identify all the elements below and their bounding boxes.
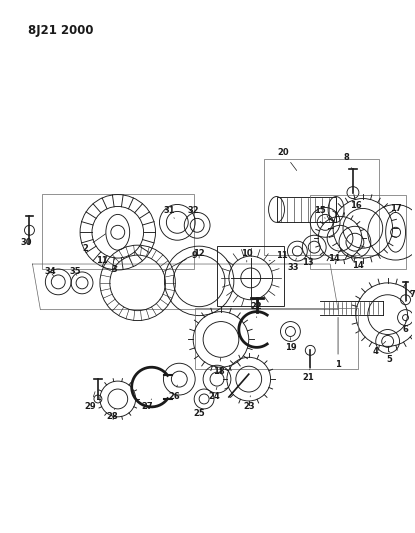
Text: 31: 31 [164,206,175,219]
Text: 35: 35 [69,268,81,277]
Text: 23: 23 [243,396,254,411]
Text: 20: 20 [278,148,297,171]
Text: 4: 4 [373,342,386,356]
Text: 27: 27 [142,399,154,411]
Text: 7: 7 [405,290,415,302]
Text: 24: 24 [208,387,220,401]
Text: 10: 10 [241,248,253,262]
Text: 8: 8 [343,154,352,168]
Text: 29: 29 [84,392,96,411]
Bar [42,193,194,269]
Text: 11: 11 [269,251,287,261]
Text: 16: 16 [350,201,362,210]
Text: 18: 18 [213,358,225,376]
Text: 28: 28 [106,409,117,421]
Text: 22: 22 [251,302,263,318]
Text: 9: 9 [172,251,197,266]
Text: 15: 15 [314,206,326,219]
Text: 32: 32 [188,206,199,219]
Bar [276,197,336,222]
Text: 1: 1 [335,317,341,369]
Text: 14: 14 [352,255,364,270]
Bar [264,159,379,255]
Text: 5: 5 [387,351,393,364]
Text: 11: 11 [96,255,117,267]
Text: 26: 26 [168,385,180,401]
Text: 8J21 2000: 8J21 2000 [29,24,94,37]
Bar [195,308,358,369]
Text: 21: 21 [303,367,314,382]
Text: 14: 14 [328,248,340,263]
Text: 34: 34 [44,268,56,277]
Text: 2: 2 [82,234,105,253]
Text: 19: 19 [285,337,296,352]
Text: 13: 13 [303,257,314,266]
Text: 12: 12 [193,248,205,258]
Text: 17: 17 [390,204,401,213]
Text: 6: 6 [403,321,408,334]
Text: 30: 30 [21,234,32,247]
Bar [310,195,405,269]
Text: 25: 25 [193,409,205,418]
Text: 3: 3 [112,258,118,274]
Text: 33: 33 [288,258,299,272]
Bar [217,246,284,306]
